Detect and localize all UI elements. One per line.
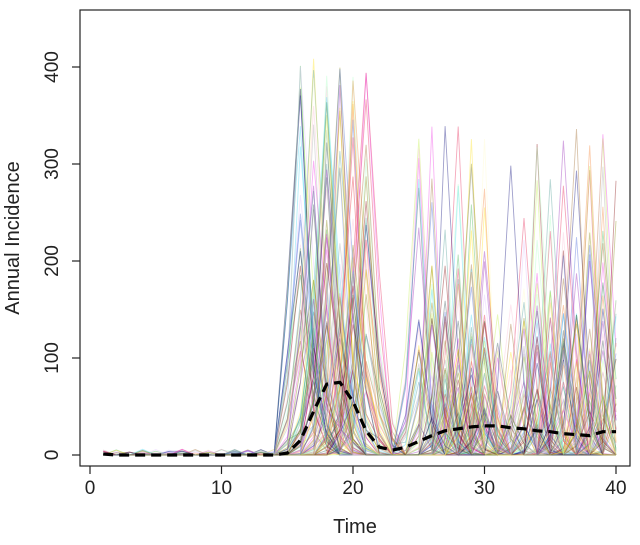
simulation-trace bbox=[103, 313, 616, 456]
simulation-trace bbox=[103, 367, 616, 456]
simulation-trace bbox=[103, 343, 616, 456]
x-axis-title: Time bbox=[333, 516, 377, 538]
x-tick-label: 40 bbox=[605, 478, 626, 499]
y-tick-label: 200 bbox=[42, 245, 63, 277]
simulation-trace bbox=[103, 243, 617, 456]
x-tick-label: 30 bbox=[474, 478, 495, 499]
simulation-trace bbox=[103, 325, 616, 456]
plot-frame bbox=[79, 9, 631, 467]
simulation-trace bbox=[103, 304, 617, 456]
simulation-trace bbox=[103, 191, 616, 456]
y-tick-label: 300 bbox=[42, 148, 63, 180]
x-tick-label: 20 bbox=[342, 478, 363, 499]
x-axis-ticks: 0 10 20 30 40 bbox=[85, 466, 627, 499]
y-tick-label: 0 bbox=[42, 450, 63, 461]
x-tick-label: 10 bbox=[211, 478, 232, 499]
simulation-trace bbox=[103, 379, 617, 456]
axes bbox=[79, 9, 631, 467]
y-axis-ticks: 0 100 200 300 400 bbox=[42, 51, 80, 460]
y-tick-label: 400 bbox=[42, 51, 63, 83]
mean-series bbox=[103, 380, 616, 457]
y-axis-title: Annual Incidence bbox=[2, 161, 24, 314]
mean-incidence-line bbox=[103, 380, 616, 457]
y-tick-label: 100 bbox=[42, 342, 63, 374]
x-tick-label: 0 bbox=[85, 478, 96, 499]
simulation-traces bbox=[103, 58, 617, 457]
